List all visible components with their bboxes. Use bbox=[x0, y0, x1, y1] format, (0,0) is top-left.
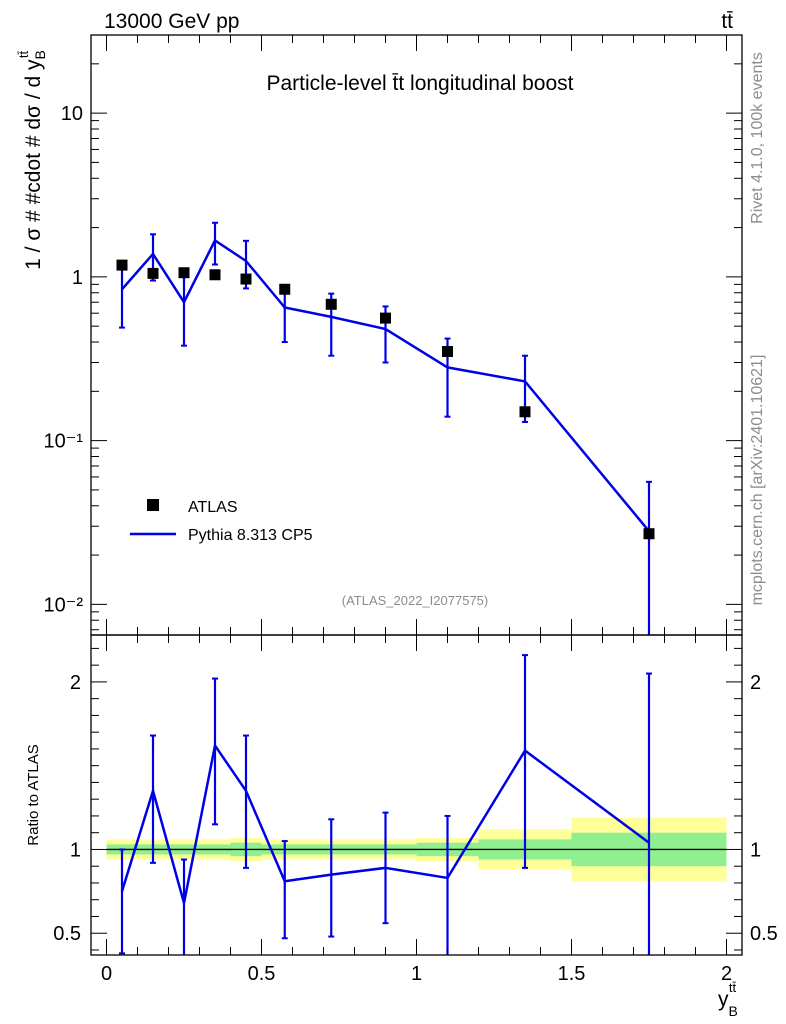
data-point bbox=[519, 406, 531, 418]
energy-label: 13000 GeV pp bbox=[104, 10, 239, 33]
rivet-label: Rivet 4.1.0, 100k events bbox=[749, 52, 766, 224]
data-point bbox=[147, 267, 159, 279]
ratio-marks bbox=[106, 654, 727, 955]
ratio-y-tick-label: 1 bbox=[70, 839, 81, 861]
data-point bbox=[178, 267, 190, 279]
x-tick-label: 0.5 bbox=[248, 963, 276, 985]
y-tick-label: 10 bbox=[61, 103, 83, 125]
ratio-y-axis-label: Ratio to ATLAS bbox=[25, 744, 42, 845]
ratio-frame bbox=[90, 634, 743, 956]
data-point bbox=[325, 298, 337, 310]
main-y-axis-label-text: 1 / σ # #cdot # dσ / d yBtt̄ bbox=[16, 50, 48, 270]
ratio-y-tick-label-right: 2 bbox=[750, 672, 761, 694]
main-marks bbox=[116, 221, 655, 635]
legend-atlas-label: ATLAS bbox=[188, 499, 238, 516]
ratio-y-tick-label-right: 1 bbox=[750, 839, 761, 861]
y-tick-label: 10⁻² bbox=[44, 594, 84, 616]
mc-series-line bbox=[121, 238, 650, 532]
legend-pythia-label: Pythia 8.313 CP5 bbox=[188, 527, 313, 544]
legend: ATLAS Pythia 8.313 CP5 bbox=[130, 499, 313, 544]
ratio-y-tick-label: 2 bbox=[70, 672, 81, 694]
main-panel: 10 1 10⁻¹ 10⁻² Particle-level t̄t longitudi… bbox=[16, 34, 743, 636]
source-label: mcplots.cern.ch [arXiv:2401.10621] bbox=[749, 355, 766, 606]
legend-atlas-marker bbox=[147, 499, 159, 511]
y-tick-label: 10⁻¹ bbox=[44, 431, 84, 453]
data-point bbox=[240, 273, 252, 285]
x-axis-label-text: yBtt̄ bbox=[718, 980, 738, 1019]
x-tick-label: 2 bbox=[721, 963, 732, 985]
process-label: tt̄ bbox=[721, 10, 733, 33]
data-point bbox=[116, 259, 128, 271]
ratio-y-tick-label-right: 0.5 bbox=[750, 923, 778, 945]
data-point bbox=[643, 528, 655, 540]
x-tick-label: 1 bbox=[411, 963, 422, 985]
data-point bbox=[380, 312, 391, 324]
x-tick-label: 0 bbox=[101, 963, 112, 985]
data-point bbox=[442, 346, 453, 358]
data-point bbox=[209, 269, 221, 281]
ratio-panel: 2 2 1 1 0.5 0.5 0 0.5 1 1.5 2 Ratio to ATLAS yBtt̄ bbox=[25, 634, 778, 1019]
ratio-y-tick-label: 0.5 bbox=[53, 923, 81, 945]
main-frame bbox=[90, 34, 743, 636]
ratio-series-line bbox=[120, 742, 650, 904]
analysis-watermark: (ATLAS_2022_I2077575) bbox=[342, 593, 488, 608]
main-y-axis-label: 1 / σ # #cdot # dσ / d yBtt̄ bbox=[16, 50, 48, 270]
x-axis-label: yBtt̄ bbox=[718, 980, 738, 1019]
main-axis-ticks: 10 1 10⁻¹ 10⁻² bbox=[44, 34, 742, 635]
chart-title: Particle-level t̄t longitudinal boost bbox=[266, 72, 573, 95]
ratio-axis-ticks: 2 2 1 1 0.5 0.5 0 0.5 1 1.5 2 bbox=[53, 635, 778, 985]
x-tick-label: 1.5 bbox=[558, 963, 586, 985]
data-point bbox=[279, 283, 291, 295]
y-tick-label: 1 bbox=[72, 267, 83, 289]
